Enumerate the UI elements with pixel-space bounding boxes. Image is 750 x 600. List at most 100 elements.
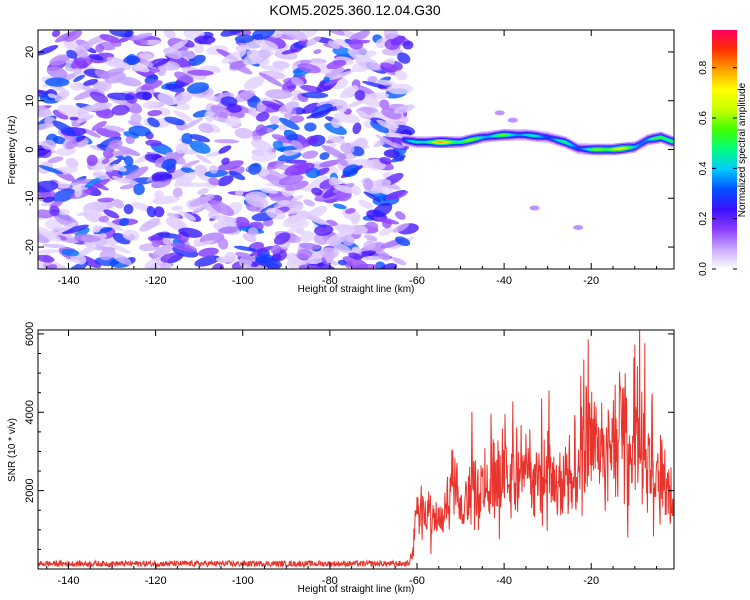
spectrogram-noise-blob <box>302 102 321 114</box>
spectrogram-noise-blob <box>213 139 240 144</box>
spectrogram-noise-blob <box>94 256 120 267</box>
spectrogram-noise-blob <box>189 194 215 207</box>
colorbar-ticks: 0.0 0.2 0.4 0.6 0.8 <box>698 60 737 276</box>
spectrogram-noise-blob <box>306 109 332 119</box>
spectrogram-noise-blob <box>165 83 185 93</box>
spectrogram-noise-blob <box>367 92 390 100</box>
spectrogram-noise-blob <box>247 107 258 116</box>
spectrogram-noise-blob <box>283 129 298 142</box>
spectrogram-noise-blob <box>313 233 329 245</box>
spectrogram-noise-blob <box>124 155 134 167</box>
colorbar-tick-label: 0.2 <box>698 211 709 225</box>
spectrogram-noise-blob <box>123 204 134 215</box>
spectrogram-noise-blob <box>393 104 415 114</box>
spectrogram-noise-blob <box>74 234 102 243</box>
snr-y-tick-label: 4000 <box>24 400 36 424</box>
spectrogram-noise-blob <box>281 48 298 55</box>
spectrogram-noise-blob <box>243 76 265 90</box>
spectrogram-noise-blob <box>95 244 113 253</box>
spectrogram-noise-blob <box>112 175 127 184</box>
spectrogram-noise-blob <box>328 177 339 186</box>
spectrogram-noise-blob <box>128 125 152 137</box>
spectrogram-noise-blob <box>41 243 67 249</box>
spectrogram-noise-blob <box>234 34 255 44</box>
spectrogram-noise-blob <box>270 244 282 255</box>
spectrogram-faint-blob <box>573 225 584 231</box>
spectrogram-noise-blob <box>354 89 366 101</box>
spectrogram-noise-blob <box>54 85 67 93</box>
spectrogram-noise-blob <box>376 119 396 131</box>
spectrogram-noise-blob <box>47 93 57 99</box>
snr-x-ticks: -140 -120 -100 -80 -60 -40 -20 <box>46 330 658 587</box>
spectrogram-noise-blob <box>65 139 78 150</box>
snr-x-axis-label: Height of straight line (km) <box>298 584 415 595</box>
spectrogram-x-tick-label: -60 <box>409 275 425 287</box>
spectrogram-noise-blob <box>88 178 110 191</box>
spectrogram-faint-blob <box>529 205 540 211</box>
spectrogram-noise-blob <box>289 204 304 214</box>
spectrogram-noise-blob <box>162 236 173 246</box>
spectrogram-noise-blob <box>299 242 321 250</box>
spectrogram-noise-blob <box>204 111 215 123</box>
spectrogram-noise-blob <box>373 216 400 225</box>
spectrogram-noise-blob <box>125 135 135 145</box>
spectrogram-noise-blob <box>45 77 70 87</box>
colorbar-tick-label: 0.8 <box>698 60 709 74</box>
colorbar-label: Normalized spectral amplitude <box>737 82 748 217</box>
spectrogram-noise-blob <box>92 81 108 91</box>
spectrogram-y-tick-label: 20 <box>24 46 36 58</box>
spectrogram-noise-blob <box>347 99 365 108</box>
spectrogram-noise-blob <box>87 102 112 112</box>
spectrogram-noise-blob <box>112 253 132 266</box>
spectrogram-noise-blob <box>69 116 79 121</box>
spectrogram-noise-blob <box>166 212 180 218</box>
spectrogram-noise-blob <box>290 77 304 87</box>
spectrogram-noise-blob <box>130 112 142 125</box>
spectrogram-noise-blob <box>348 39 364 50</box>
spectrogram-noise-blob <box>363 191 382 202</box>
spectrogram-noise-blob <box>367 76 378 83</box>
spectrogram-noise-blob <box>255 124 267 136</box>
spectrogram-noise-blob <box>333 203 347 210</box>
spectrogram-noise-blob <box>61 248 80 257</box>
spectrogram-noise-blob <box>234 90 255 103</box>
spectrogram-noise-blob <box>91 120 107 131</box>
spectrogram-noise-blob <box>342 256 369 269</box>
spectrogram-noise-blob <box>378 251 391 261</box>
spectrogram-noise-blob <box>286 221 310 234</box>
spectrogram-noise-blob <box>217 175 234 187</box>
spectrogram-noise-blob <box>103 209 120 219</box>
spectrogram-noise-blob <box>324 122 347 135</box>
snr-x-tick-label: -80 <box>322 575 338 587</box>
spectrogram-noise-blob <box>258 49 271 59</box>
spectrogram-noise-blob <box>259 187 278 194</box>
snr-x-tick-label: -140 <box>57 575 79 587</box>
spectrogram-noise-blob <box>296 249 313 260</box>
spectrogram-noise-blob <box>337 259 347 266</box>
spectrogram-noise-blob <box>218 145 232 154</box>
spectrogram-noise-blob <box>38 231 49 244</box>
spectrogram-noise-blob <box>111 104 130 116</box>
spectrogram-noise-blob <box>95 43 105 53</box>
spectrogram-noise-blob <box>329 241 352 254</box>
spectrogram-noise-blob <box>208 177 220 186</box>
spectrogram-x-tick-label: -120 <box>145 275 167 287</box>
spectrogram-noise-blob <box>116 76 142 87</box>
snr-y-tick-label: 2000 <box>24 478 36 502</box>
spectrogram-noise-blob <box>54 90 70 102</box>
spectrogram-noise-blob <box>114 145 141 156</box>
spectrogram-noise-blob <box>364 234 378 242</box>
spectrogram-noise-blob <box>380 263 398 269</box>
snr-x-tick-label: -40 <box>496 575 512 587</box>
spectrogram-noise-blob <box>248 227 259 237</box>
spectrogram-noise-blob <box>38 254 55 263</box>
spectrogram-noise-blob <box>140 59 157 70</box>
spectrogram-noise-blob <box>146 206 156 218</box>
spectrogram-noise-blob <box>352 122 362 135</box>
spectrogram-noise-blob <box>229 170 246 181</box>
spectrogram-noise-blob <box>197 188 209 195</box>
spectrogram-noise-blob <box>76 49 89 59</box>
spectrogram-noise-blob <box>325 257 339 266</box>
spectrogram-noise-blob <box>111 150 129 156</box>
spectrogram-noise-blob <box>277 200 291 206</box>
